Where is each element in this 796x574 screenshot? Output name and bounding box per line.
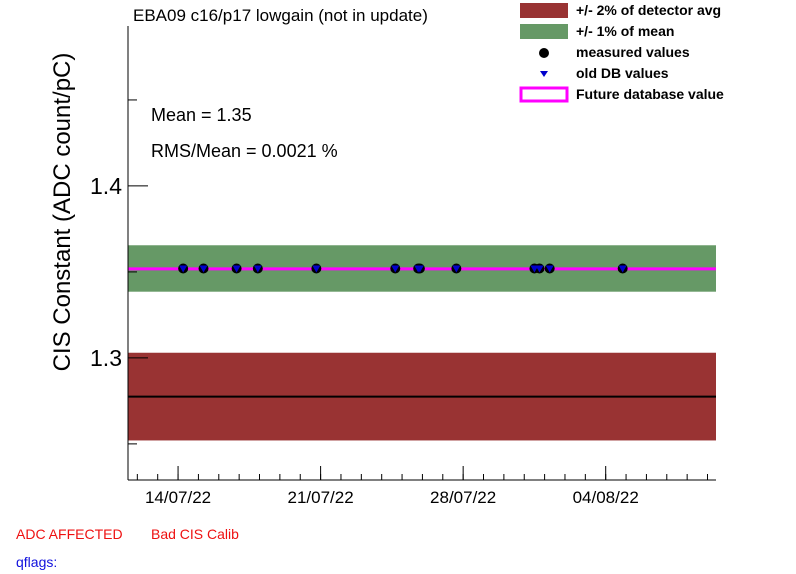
legend-triangle-swatch	[540, 71, 548, 77]
old-db-point	[452, 265, 461, 273]
old-db-point	[391, 265, 400, 273]
old-db-point	[232, 265, 241, 273]
qflags-label: qflags:	[16, 554, 58, 570]
legend-box-swatch	[520, 24, 568, 39]
bad-cis-flag: Bad CIS Calib	[151, 526, 239, 542]
legend-box-swatch	[520, 3, 568, 18]
y-tick-label: 1.4	[90, 173, 122, 199]
legend-circle-swatch	[539, 48, 549, 58]
legend-label: old DB values	[576, 65, 669, 81]
legend-line-swatch	[519, 86, 569, 103]
y-tick-label: 1.3	[90, 345, 122, 371]
legend-entry: Future database value	[518, 84, 748, 105]
legend-circle	[539, 48, 549, 58]
mean-stat: Mean = 1.35	[151, 105, 252, 125]
x-tick-label: 04/08/22	[573, 488, 639, 507]
old-db-point	[530, 265, 539, 273]
legend-line	[519, 86, 569, 103]
old-db-point	[199, 265, 208, 273]
legend: +/- 2% of detector avg +/- 1% of mean meas…	[518, 0, 748, 105]
old-db-point	[618, 265, 627, 273]
x-tick-label: 21/07/22	[288, 488, 354, 507]
points-layer	[178, 263, 628, 274]
x-tick-label: 14/07/22	[145, 488, 211, 507]
adc-affected-flag: ADC AFFECTED	[16, 526, 123, 542]
legend-label: +/- 1% of mean	[576, 23, 675, 39]
legend-label: measured values	[576, 44, 690, 60]
legend-entry: +/- 1% of mean	[518, 21, 748, 42]
chart-title: EBA09 c16/p17 lowgain (not in update)	[133, 6, 428, 25]
legend-box	[520, 24, 568, 39]
legend-triangle	[540, 71, 548, 77]
old-db-point	[535, 265, 544, 273]
bands-layer	[128, 245, 716, 441]
legend-box	[520, 3, 568, 18]
legend-entry: measured values	[518, 42, 748, 63]
old-db-point	[312, 265, 321, 273]
legend-entry: old DB values	[518, 63, 748, 84]
x-tick-label: 28/07/22	[430, 488, 496, 507]
old-db-point	[545, 265, 554, 273]
y-axis-label: CIS Constant (ADC count/pC)	[49, 52, 76, 372]
axes-layer: 1.3 1.4 14/07/22 21/07/22 28/07/22 04/08/22	[90, 26, 716, 507]
legend-label: Future database value	[576, 86, 724, 102]
legend-label: +/- 2% of detector avg	[576, 2, 722, 18]
legend-entry: +/- 2% of detector avg	[518, 0, 748, 21]
old-db-point	[179, 265, 188, 273]
old-db-point	[415, 265, 424, 273]
old-db-point	[253, 265, 262, 273]
rms-stat: RMS/Mean = 0.0021 %	[151, 141, 338, 161]
